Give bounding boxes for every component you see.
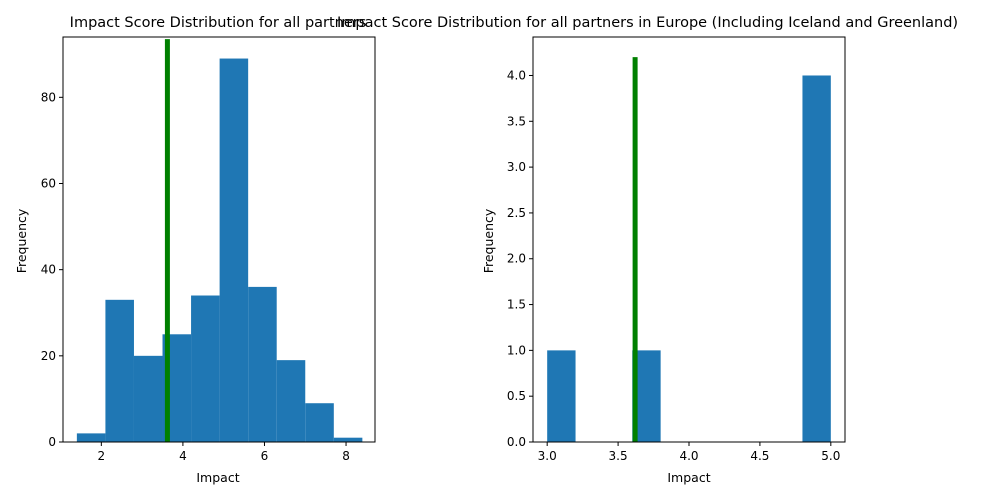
y-tick-label: 20 [41, 349, 56, 363]
histogram-bar [802, 75, 831, 442]
y-tick-label: 80 [41, 90, 56, 104]
chart-title: Impact Score Distribution for all partne… [337, 15, 958, 31]
histogram-bar [276, 360, 306, 442]
x-tick-label: 4 [179, 449, 187, 463]
histogram-bar [191, 295, 220, 442]
histogram-bar [547, 350, 576, 442]
chart-title: Impact Score Distribution for all partne… [70, 15, 367, 31]
y-tick-label: 2.0 [507, 252, 526, 266]
x-tick-label: 5.0 [821, 449, 840, 463]
y-axis-ticks: 0 20 40 60 80 [41, 90, 63, 449]
x-axis-label: Impact [667, 470, 710, 485]
histogram-bar [333, 437, 363, 442]
x-tick-label: 3.5 [609, 449, 628, 463]
y-tick-label: 1.5 [507, 298, 526, 312]
y-tick-label: 3.0 [507, 160, 526, 174]
chart-all-partners: 2 4 6 8 0 20 40 60 80 Impact Score Distribution… [14, 15, 376, 485]
y-tick-label: 0 [48, 435, 56, 449]
y-tick-label: 3.5 [507, 114, 526, 128]
x-tick-label: 4.0 [679, 449, 698, 463]
histogram-bar [219, 58, 249, 443]
y-axis-label: Frequency [481, 208, 496, 273]
x-tick-label: 2 [98, 449, 106, 463]
y-tick-label: 2.5 [507, 206, 526, 220]
histogram-bars [76, 58, 363, 443]
x-tick-label: 3.0 [538, 449, 557, 463]
y-tick-label: 0.5 [507, 389, 526, 403]
x-axis-ticks: 2 4 6 8 [98, 442, 350, 463]
y-tick-label: 0.0 [507, 435, 526, 449]
plot-area-frame [62, 36, 376, 443]
histogram-bar [248, 286, 277, 442]
x-tick-label: 6 [261, 449, 269, 463]
x-tick-label: 8 [342, 449, 350, 463]
histogram-bar [76, 433, 106, 442]
y-tick-label: 1.0 [507, 343, 526, 357]
chart-europe-partners: 3.0 3.5 4.0 4.5 5.0 0.0 0.5 1.0 1.5 2.0 2.5 3.0 3.5… [337, 15, 958, 485]
y-axis-ticks: 0.0 0.5 1.0 1.5 2.0 2.5 3.0 3.5 4.0 [507, 68, 533, 449]
x-tick-label: 4.5 [750, 449, 769, 463]
x-axis-label: Impact [196, 470, 239, 485]
y-axis-label: Frequency [14, 208, 29, 273]
histogram-bar [305, 403, 334, 442]
y-tick-label: 4.0 [507, 68, 526, 82]
histogram-bar [105, 299, 134, 442]
x-axis-ticks: 3.0 3.5 4.0 4.5 5.0 [538, 442, 840, 463]
histogram-bar [133, 355, 163, 442]
y-tick-label: 60 [41, 176, 56, 190]
y-tick-label: 40 [41, 263, 56, 277]
